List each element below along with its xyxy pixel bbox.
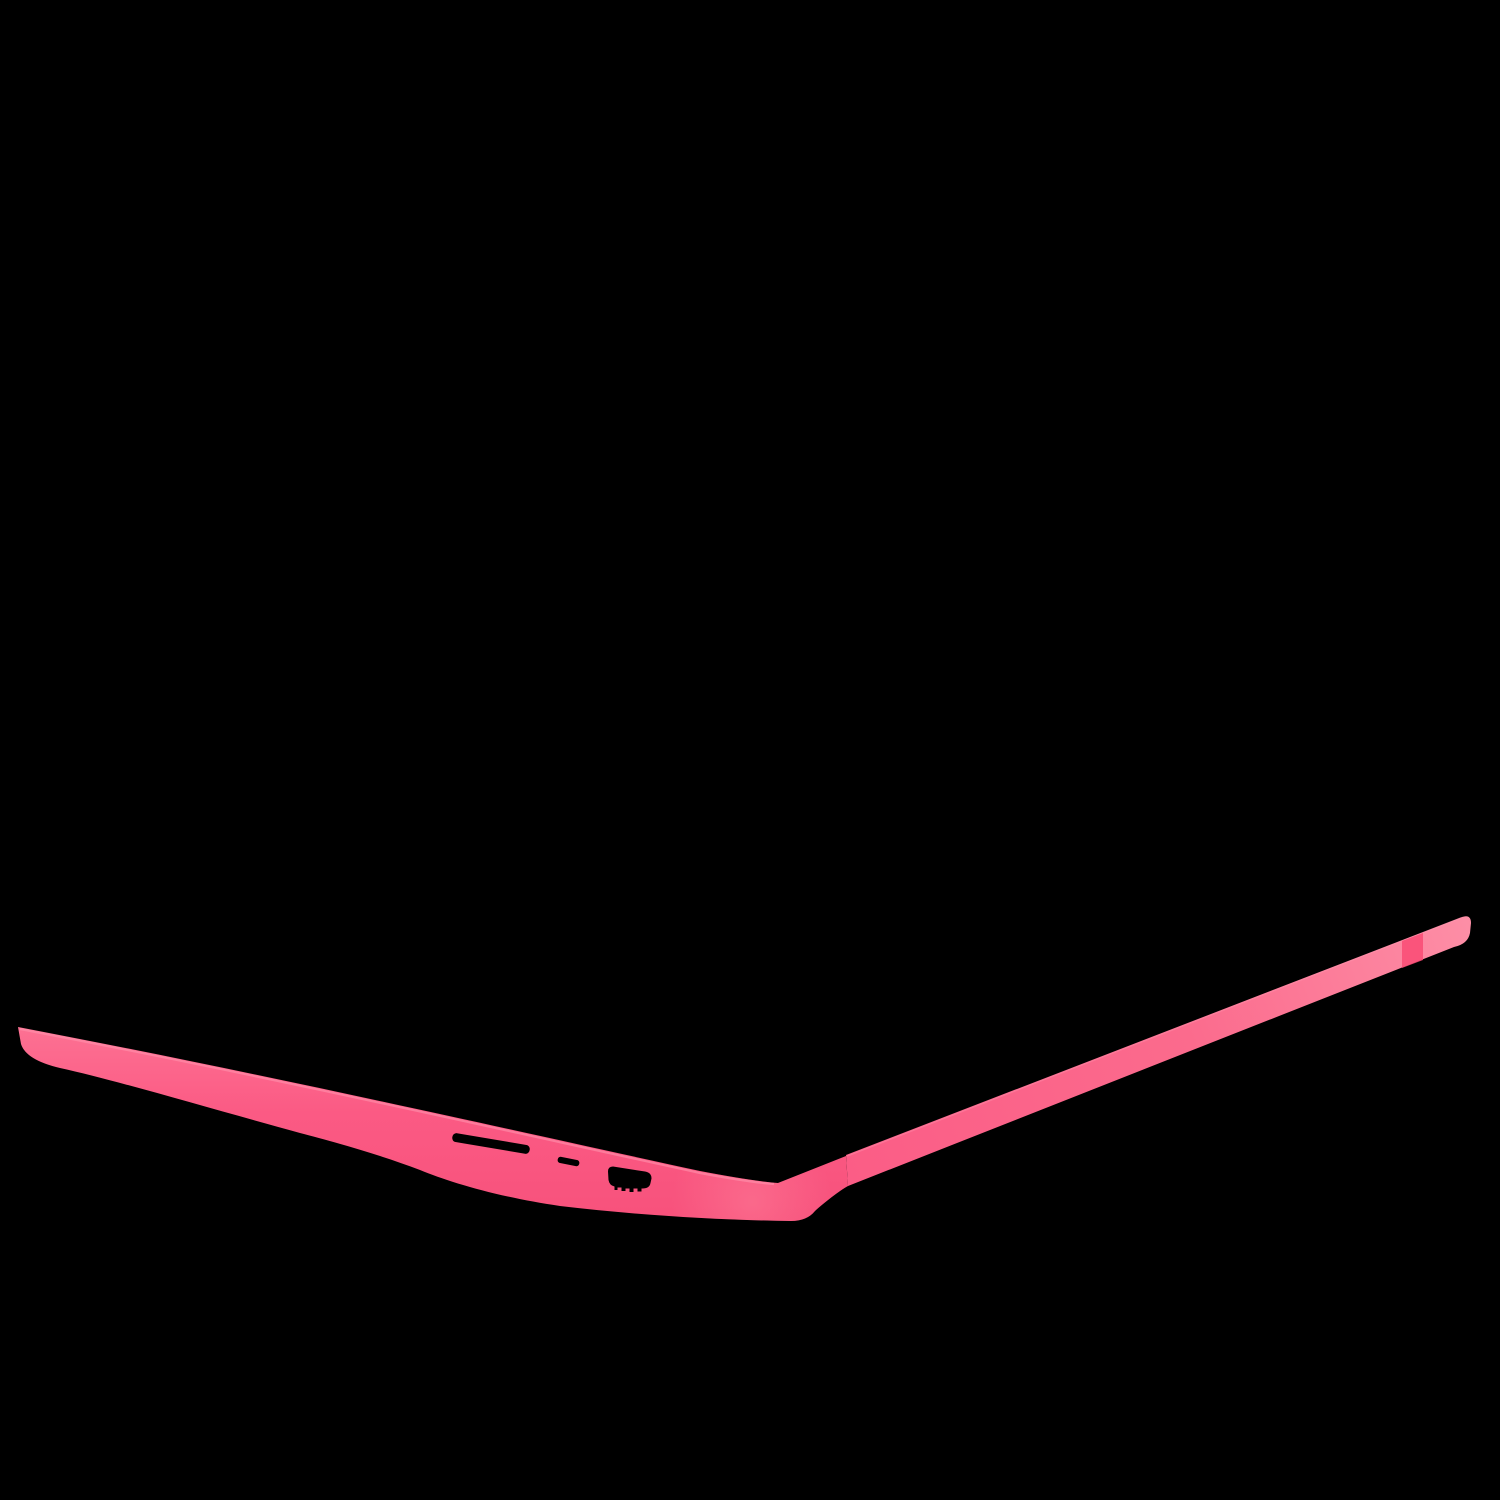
side-edge-shadow-patch	[1402, 933, 1423, 968]
laptop-side-edge	[846, 916, 1471, 1186]
front-edge-top-highlight	[19, 1027, 775, 1186]
small-slot-cutout	[557, 1156, 580, 1167]
vent-slot-cutout	[452, 1133, 530, 1154]
connector-port-cutout	[608, 1166, 652, 1192]
side-edge-top-highlight	[846, 917, 1462, 1157]
